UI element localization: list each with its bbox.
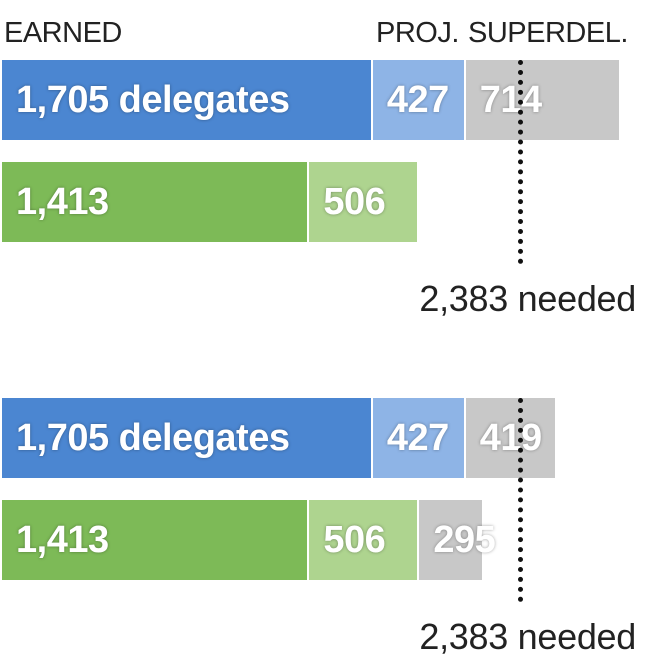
threshold-label: 2,383 needed [419, 278, 636, 319]
header-projected: PROJ. [376, 17, 459, 49]
bar-segment-earned [2, 398, 371, 478]
data-label-projected: 427 [386, 79, 449, 121]
data-label-earned: 1,705 delegates [16, 79, 290, 121]
threshold-label: 2,383 needed [419, 616, 636, 657]
bar-row: 1,705 delegates 427 714 [0, 60, 656, 140]
bar-segment-projected [372, 398, 464, 478]
data-label-earned: 1,413 [16, 519, 109, 561]
data-label-superdelegates: 714 [479, 79, 542, 121]
data-label-earned: 1,705 delegates [16, 417, 290, 459]
data-label-projected: 506 [323, 181, 386, 223]
threshold-line [518, 398, 524, 602]
data-label-earned: 1,413 [16, 181, 109, 223]
threshold-line [518, 60, 524, 264]
data-label-superdelegates: 295 [433, 519, 496, 561]
bar-row: 1,413 506 295 [0, 500, 656, 580]
bar-segment-superdelegates [465, 60, 619, 140]
data-label-projected: 506 [323, 519, 386, 561]
bar-segment-projected [372, 60, 464, 140]
bar-segment-earned [2, 162, 308, 242]
data-label-superdelegates: 419 [479, 417, 542, 459]
bar-segment-earned [2, 500, 308, 580]
bar-segment-projected [309, 162, 418, 242]
data-label-projected: 427 [386, 417, 449, 459]
header-superdelegates: SUPERDEL. [468, 17, 628, 49]
bar-segment-superdelegates [465, 398, 555, 478]
bar-row: 1,705 delegates 427 419 [0, 398, 656, 478]
bar-row: 1,413 506 [0, 162, 656, 242]
header-earned: EARNED [4, 17, 122, 49]
bar-segment-superdelegates [419, 500, 482, 580]
bar-segment-projected [309, 500, 418, 580]
bar-segment-earned [2, 60, 371, 140]
